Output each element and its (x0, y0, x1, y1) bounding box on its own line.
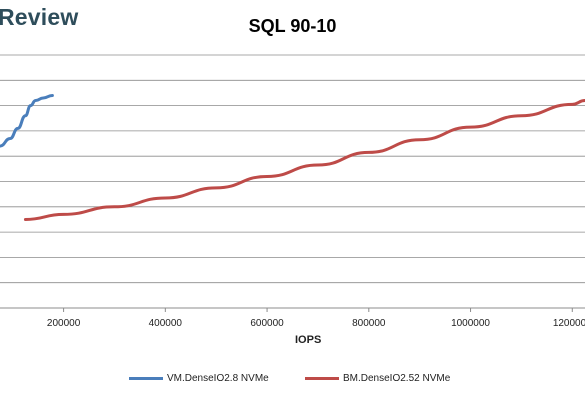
series-line-0 (0, 93, 54, 148)
legend-item-vm: VM.DenseIO2.8 NVMe (129, 373, 269, 384)
chart-title: SQL 90-10 (248, 16, 337, 36)
x-tick-label: 200000 (47, 318, 81, 329)
x-tick-label: 1200000 (553, 318, 585, 329)
legend-swatch-bm (305, 377, 339, 380)
x-axis-label: IOPS (295, 334, 322, 346)
x-tick-label: 1000000 (451, 318, 490, 329)
legend-label-vm: VM.DenseIO2.8 NVMe (167, 373, 269, 384)
x-tick-label: 400000 (149, 318, 183, 329)
legend: VM.DenseIO2.8 NVMe BM.DenseIO2.52 NVMe (0, 373, 585, 389)
x-tick-label: 600000 (250, 318, 284, 329)
x-tick-label: 800000 (352, 318, 386, 329)
legend-item-bm: BM.DenseIO2.52 NVMe (305, 373, 450, 384)
legend-label-bm: BM.DenseIO2.52 NVMe (343, 373, 451, 384)
legend-swatch-vm (129, 377, 163, 380)
brand-logo: Review (0, 4, 79, 30)
series-line-1 (23, 99, 585, 221)
